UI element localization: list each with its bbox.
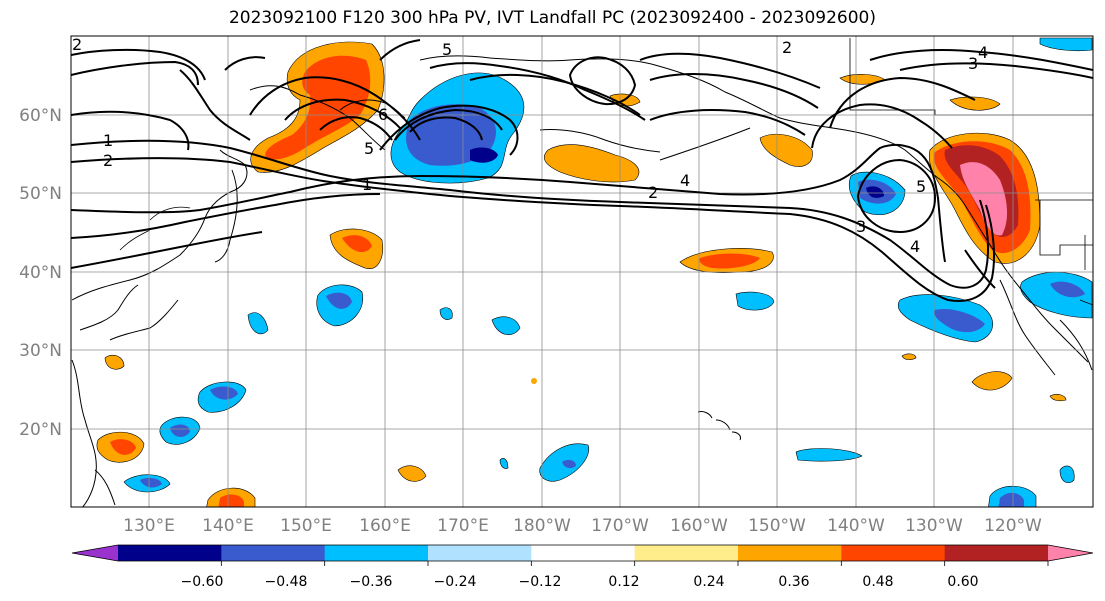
lon-label: 160°E (359, 516, 411, 536)
colorbar-ticks (220, 561, 1049, 566)
lat-label: 50°N (19, 184, 62, 204)
colorbar-labels: −0.60 −0.48 −0.36 −0.24 −0.12 0.12 0.24 … (181, 574, 979, 590)
colorbar-segment (634, 545, 739, 561)
map-background (71, 36, 1093, 507)
colorbar-tick-label: −0.36 (350, 574, 393, 590)
colorbar-tick-label: 0.12 (608, 574, 639, 590)
colorbar-segments (72, 545, 1093, 561)
contour-label: 2 (782, 38, 792, 57)
colorbar-segment (324, 545, 429, 561)
colorbar-tick-label: 0.36 (778, 574, 809, 590)
colorbar-segment (531, 545, 636, 561)
colorbar-tick-label: −0.12 (519, 574, 562, 590)
contour-label: 6 (378, 105, 388, 124)
positive-anomaly-central-pacific (544, 144, 640, 183)
contour-label: 5 (364, 139, 374, 158)
colorbar-tick-label: 0.48 (862, 574, 893, 590)
colorbar-tick-label: 0.60 (947, 574, 978, 590)
lon-label: 140°E (202, 516, 254, 536)
lon-label: 170°W (591, 516, 649, 536)
lat-label: 20°N (19, 420, 62, 440)
contour-label: 2 (103, 151, 113, 170)
positive-anomaly-max (960, 162, 1008, 236)
contour-labels: 2 5 2 4 3 1 2 6 5 1 4 2 3 5 4 (72, 35, 988, 256)
colorbar-segment (118, 545, 222, 561)
contour-label: 5 (442, 40, 452, 59)
colorbar-segment (428, 545, 532, 561)
contour-label: 4 (910, 237, 920, 256)
contour-label: 5 (916, 177, 926, 196)
lon-label: 180°W (513, 516, 571, 536)
colorbar-extension-min (72, 545, 118, 561)
colorbar-tick-label: −0.48 (265, 574, 308, 590)
lon-label: 160°W (670, 516, 728, 536)
colorbar-segment (841, 545, 946, 561)
lon-label: 140°W (827, 516, 885, 536)
contour-label: 2 (72, 35, 82, 54)
contour-label: 1 (103, 131, 113, 150)
colorbar-segment (221, 545, 326, 561)
graticule (71, 36, 1093, 507)
lon-label: 150°W (748, 516, 806, 536)
lon-label: 130°W (905, 516, 963, 536)
pv-anomaly-shading (96, 37, 1093, 507)
contour-label: 3 (856, 217, 866, 236)
lat-label: 30°N (19, 341, 62, 361)
contour-label: 2 (648, 183, 658, 202)
contour-label: 4 (680, 171, 690, 190)
lon-label: 130°E (123, 516, 175, 536)
longitude-labels: 130°E 140°E 150°E 160°E 170°E 180°W 170°… (123, 516, 1042, 536)
colorbar-segment (738, 545, 842, 561)
lat-label: 60°N (19, 106, 62, 126)
contour-label: 4 (978, 43, 988, 62)
colorbar-tick-label: 0.24 (693, 574, 724, 590)
lon-label: 120°W (984, 516, 1042, 536)
contour-label: 1 (362, 175, 372, 194)
colorbar: −0.60 −0.48 −0.36 −0.24 −0.12 0.12 0.24 … (71, 544, 1094, 590)
map-title: 2023092100 F120 300 hPa PV, IVT Landfall… (228, 8, 876, 28)
latitude-labels: 60°N 50°N 40°N 30°N 20°N (19, 106, 62, 440)
lon-label: 170°E (437, 516, 489, 536)
colorbar-tick-label: −0.60 (181, 574, 224, 590)
lat-label: 40°N (19, 263, 62, 283)
colorbar-tick-label: −0.24 (434, 574, 477, 590)
lon-label: 150°E (280, 516, 332, 536)
colorbar-segment (944, 545, 1049, 561)
pv-contours (71, 39, 1093, 302)
map-frame (70, 35, 1094, 508)
colorbar-extension-max (1048, 545, 1093, 561)
contour-label: 3 (968, 54, 978, 73)
